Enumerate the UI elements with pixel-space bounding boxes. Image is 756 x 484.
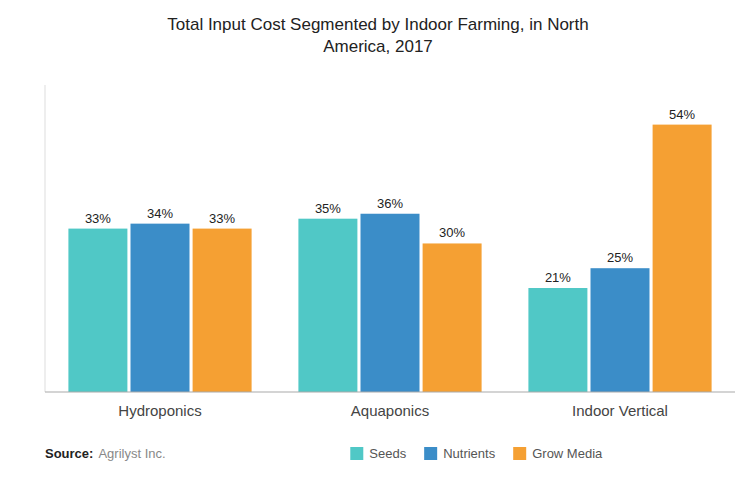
legend-swatch [350, 447, 363, 460]
x-tick-label: Indoor Vertical [572, 402, 668, 419]
x-axis-line [45, 391, 735, 392]
bars [68, 125, 711, 392]
annotation-part: Source: [45, 446, 93, 461]
annotation: Source: Agrilyst Inc. [45, 446, 166, 461]
x-tick-label: Hydroponics [118, 402, 201, 419]
legend: Seeds Nutrients Grow Media [350, 446, 603, 461]
bar [298, 219, 357, 392]
legend-swatch [424, 447, 437, 460]
bar [131, 224, 190, 392]
bar [193, 229, 252, 392]
data-label: 33% [209, 211, 235, 226]
title: Total Input Cost Segmented by Indoor Far… [167, 15, 588, 56]
background [0, 0, 756, 484]
x-tick-label: Aquaponics [351, 402, 429, 419]
data-label: 33% [85, 211, 111, 226]
data-label: 30% [439, 225, 465, 240]
bar [361, 214, 420, 392]
legend-label: Seeds [369, 446, 406, 461]
bar [68, 229, 127, 392]
bar [423, 243, 482, 392]
bar [591, 268, 650, 392]
data-label: 36% [377, 196, 403, 211]
bar [653, 125, 712, 392]
annotation-part: Agrilyst Inc. [98, 446, 165, 461]
bar [528, 288, 587, 392]
legend-label: Grow Media [532, 446, 603, 461]
data-label: 35% [315, 201, 341, 216]
chart: Total Input Cost Segmented by Indoor Far… [0, 0, 756, 484]
legend-swatch [513, 447, 526, 460]
data-label: 25% [607, 250, 633, 265]
y-axis-line [45, 85, 46, 392]
data-label: 54% [669, 107, 695, 122]
data-label: 21% [545, 270, 571, 285]
legend-label: Nutrients [443, 446, 496, 461]
data-label: 34% [147, 206, 173, 221]
